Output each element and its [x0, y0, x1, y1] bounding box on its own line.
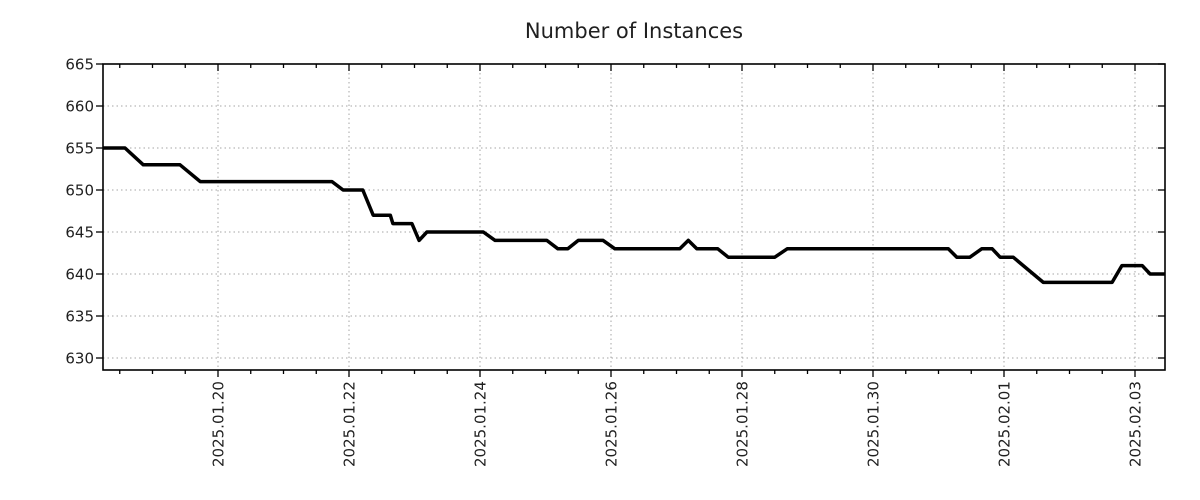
y-tick-label: 635 [65, 307, 94, 325]
x-tick-label: 2025.01.28 [734, 381, 752, 467]
y-tick-label: 650 [65, 181, 94, 199]
data-line [102, 146, 1166, 285]
x-tick-label: 2025.01.30 [865, 381, 883, 467]
y-tick-label: 640 [65, 265, 94, 283]
chart-title: Number of Instances [525, 19, 743, 43]
x-tick-label: 2025.02.03 [1127, 381, 1145, 467]
y-tick-label: 645 [65, 223, 94, 241]
x-tick-label: 2025.01.24 [472, 381, 490, 467]
grid-layer [103, 64, 1165, 370]
x-tick-label: 2025.01.26 [603, 381, 621, 467]
axes-layer [96, 63, 1166, 377]
x-tick-label: 2025.02.01 [996, 381, 1014, 467]
y-tick-label: 660 [65, 97, 94, 115]
y-tick-label: 630 [65, 349, 94, 367]
plot-border [102, 63, 1166, 371]
tick-labels-layer: 665 660 655 650 645 640 635 630 2025.01.20 2025.0… [65, 55, 1144, 467]
x-tick-label: 2025.01.20 [210, 381, 228, 467]
y-tick-label: 655 [65, 139, 94, 157]
x-tick-label: 2025.01.22 [341, 381, 359, 467]
y-tick-label: 665 [65, 55, 94, 73]
data-layer [102, 146, 1166, 285]
